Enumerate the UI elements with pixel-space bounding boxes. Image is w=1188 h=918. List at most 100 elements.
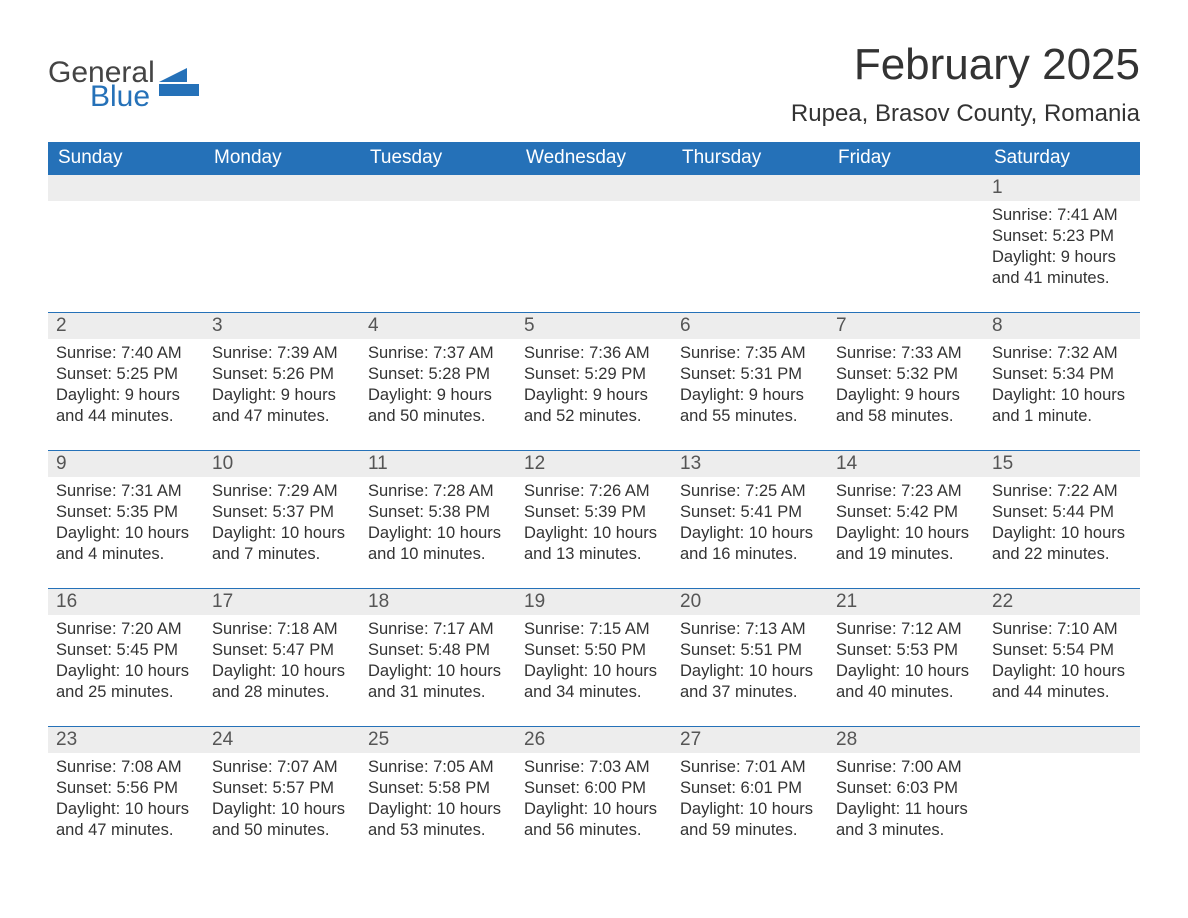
logo-word-blue: Blue (90, 82, 155, 112)
day-daylight1: Daylight: 9 hours (368, 385, 508, 406)
day-number: 25 (360, 727, 516, 753)
calendar-cell: 1Sunrise: 7:41 AMSunset: 5:23 PMDaylight… (984, 175, 1140, 313)
calendar-cell (204, 175, 360, 313)
calendar-cell: 11Sunrise: 7:28 AMSunset: 5:38 PMDayligh… (360, 451, 516, 589)
day-sunrise: Sunrise: 7:28 AM (368, 481, 508, 502)
page-header: General Blue February 2025 Rupea, Brasov… (48, 40, 1140, 128)
day-number (204, 175, 360, 201)
day-number (516, 175, 672, 201)
day-number: 9 (48, 451, 204, 477)
day-sunset: Sunset: 5:47 PM (212, 640, 352, 661)
day-details: Sunrise: 7:17 AMSunset: 5:48 PMDaylight:… (360, 615, 516, 713)
day-daylight1: Daylight: 9 hours (524, 385, 664, 406)
day-sunset: Sunset: 6:00 PM (524, 778, 664, 799)
day-daylight2: and 53 minutes. (368, 820, 508, 841)
day-daylight2: and 4 minutes. (56, 544, 196, 565)
calendar-cell: 15Sunrise: 7:22 AMSunset: 5:44 PMDayligh… (984, 451, 1140, 589)
day-details: Sunrise: 7:00 AMSunset: 6:03 PMDaylight:… (828, 753, 984, 851)
day-sunset: Sunset: 5:26 PM (212, 364, 352, 385)
day-daylight2: and 7 minutes. (212, 544, 352, 565)
day-details: Sunrise: 7:33 AMSunset: 5:32 PMDaylight:… (828, 339, 984, 437)
day-number: 13 (672, 451, 828, 477)
day-sunrise: Sunrise: 7:08 AM (56, 757, 196, 778)
day-number: 15 (984, 451, 1140, 477)
day-details (828, 201, 984, 215)
day-daylight1: Daylight: 9 hours (56, 385, 196, 406)
day-sunrise: Sunrise: 7:33 AM (836, 343, 976, 364)
day-sunset: Sunset: 5:57 PM (212, 778, 352, 799)
day-number: 24 (204, 727, 360, 753)
day-daylight1: Daylight: 10 hours (992, 385, 1132, 406)
day-sunset: Sunset: 5:23 PM (992, 226, 1132, 247)
calendar-cell: 5Sunrise: 7:36 AMSunset: 5:29 PMDaylight… (516, 313, 672, 451)
logo: General Blue (48, 58, 203, 112)
day-sunset: Sunset: 5:42 PM (836, 502, 976, 523)
day-daylight2: and 13 minutes. (524, 544, 664, 565)
day-daylight2: and 50 minutes. (212, 820, 352, 841)
day-details: Sunrise: 7:20 AMSunset: 5:45 PMDaylight:… (48, 615, 204, 713)
calendar-cell: 10Sunrise: 7:29 AMSunset: 5:37 PMDayligh… (204, 451, 360, 589)
calendar-table: SundayMondayTuesdayWednesdayThursdayFrid… (48, 142, 1140, 865)
day-details: Sunrise: 7:39 AMSunset: 5:26 PMDaylight:… (204, 339, 360, 437)
day-sunset: Sunset: 5:39 PM (524, 502, 664, 523)
day-details: Sunrise: 7:32 AMSunset: 5:34 PMDaylight:… (984, 339, 1140, 437)
day-daylight2: and 31 minutes. (368, 682, 508, 703)
calendar-cell (672, 175, 828, 313)
day-sunset: Sunset: 5:37 PM (212, 502, 352, 523)
calendar-cell: 23Sunrise: 7:08 AMSunset: 5:56 PMDayligh… (48, 727, 204, 865)
day-daylight2: and 41 minutes. (992, 268, 1132, 289)
calendar-cell: 19Sunrise: 7:15 AMSunset: 5:50 PMDayligh… (516, 589, 672, 727)
day-number: 6 (672, 313, 828, 339)
calendar-header-row: SundayMondayTuesdayWednesdayThursdayFrid… (48, 142, 1140, 175)
calendar-column-header: Thursday (672, 142, 828, 175)
day-daylight1: Daylight: 10 hours (680, 661, 820, 682)
day-daylight2: and 47 minutes. (212, 406, 352, 427)
day-daylight1: Daylight: 10 hours (680, 523, 820, 544)
day-number: 8 (984, 313, 1140, 339)
calendar-cell (828, 175, 984, 313)
day-daylight2: and 55 minutes. (680, 406, 820, 427)
day-sunrise: Sunrise: 7:05 AM (368, 757, 508, 778)
day-details: Sunrise: 7:40 AMSunset: 5:25 PMDaylight:… (48, 339, 204, 437)
day-daylight2: and 16 minutes. (680, 544, 820, 565)
day-sunrise: Sunrise: 7:03 AM (524, 757, 664, 778)
day-details (360, 201, 516, 215)
calendar-column-header: Sunday (48, 142, 204, 175)
day-number (828, 175, 984, 201)
day-daylight1: Daylight: 10 hours (56, 523, 196, 544)
day-sunrise: Sunrise: 7:37 AM (368, 343, 508, 364)
day-daylight1: Daylight: 10 hours (212, 799, 352, 820)
day-number: 16 (48, 589, 204, 615)
day-number: 19 (516, 589, 672, 615)
day-details: Sunrise: 7:03 AMSunset: 6:00 PMDaylight:… (516, 753, 672, 851)
day-daylight1: Daylight: 10 hours (836, 523, 976, 544)
day-sunset: Sunset: 5:28 PM (368, 364, 508, 385)
calendar-cell: 9Sunrise: 7:31 AMSunset: 5:35 PMDaylight… (48, 451, 204, 589)
day-daylight1: Daylight: 10 hours (368, 799, 508, 820)
calendar-cell: 21Sunrise: 7:12 AMSunset: 5:53 PMDayligh… (828, 589, 984, 727)
location-subtitle: Rupea, Brasov County, Romania (791, 100, 1140, 128)
day-daylight1: Daylight: 10 hours (212, 523, 352, 544)
day-sunset: Sunset: 6:01 PM (680, 778, 820, 799)
calendar-column-header: Wednesday (516, 142, 672, 175)
day-number: 4 (360, 313, 516, 339)
calendar-cell: 25Sunrise: 7:05 AMSunset: 5:58 PMDayligh… (360, 727, 516, 865)
day-sunrise: Sunrise: 7:23 AM (836, 481, 976, 502)
day-details: Sunrise: 7:08 AMSunset: 5:56 PMDaylight:… (48, 753, 204, 851)
day-number: 26 (516, 727, 672, 753)
calendar-column-header: Saturday (984, 142, 1140, 175)
day-number: 23 (48, 727, 204, 753)
day-daylight1: Daylight: 10 hours (56, 661, 196, 682)
day-details: Sunrise: 7:05 AMSunset: 5:58 PMDaylight:… (360, 753, 516, 851)
day-number: 27 (672, 727, 828, 753)
day-daylight2: and 37 minutes. (680, 682, 820, 703)
calendar-cell: 22Sunrise: 7:10 AMSunset: 5:54 PMDayligh… (984, 589, 1140, 727)
day-number (48, 175, 204, 201)
day-number: 20 (672, 589, 828, 615)
day-sunset: Sunset: 5:45 PM (56, 640, 196, 661)
day-sunrise: Sunrise: 7:10 AM (992, 619, 1132, 640)
day-sunset: Sunset: 6:03 PM (836, 778, 976, 799)
day-details: Sunrise: 7:23 AMSunset: 5:42 PMDaylight:… (828, 477, 984, 575)
day-sunrise: Sunrise: 7:18 AM (212, 619, 352, 640)
day-sunset: Sunset: 5:53 PM (836, 640, 976, 661)
